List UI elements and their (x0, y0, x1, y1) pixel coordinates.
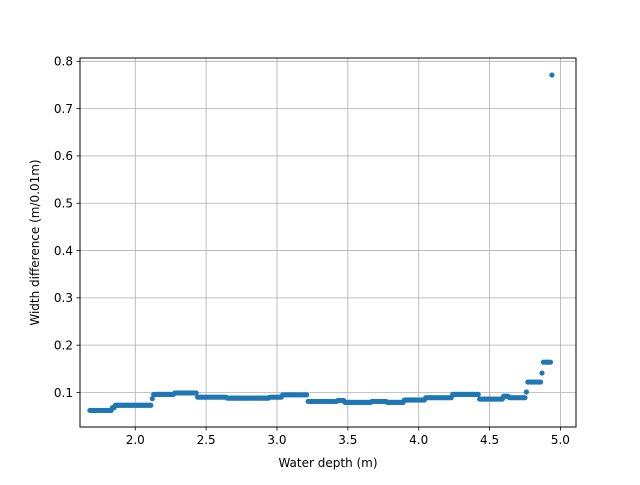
x-tick-label: 4.0 (409, 433, 428, 447)
data-point (148, 402, 154, 408)
data-point (549, 72, 555, 78)
plot-background (80, 58, 576, 427)
data-point (547, 359, 554, 365)
data-point (539, 370, 545, 376)
data-point (522, 395, 528, 401)
y-tick-label: 0.1 (54, 386, 73, 400)
x-tick-label: 2.0 (126, 433, 145, 447)
plot-frame (79, 57, 577, 428)
x-tick-label: 4.5 (480, 433, 499, 447)
data-point (475, 391, 481, 397)
x-axis-ticks: 2.0 2.5 3.0 3.5 4.0 4.5 5.0 (126, 427, 570, 447)
data-point (304, 392, 310, 398)
y-tick-label: 0.2 (54, 338, 73, 352)
data-point (149, 396, 155, 402)
data-points (87, 72, 555, 414)
y-tick-label: 0.3 (54, 291, 73, 305)
data-point (193, 390, 199, 396)
y-axis-label: Width difference (m/0.01m) (28, 159, 42, 325)
x-tick-label: 3.5 (338, 433, 357, 447)
x-tick-label: 2.5 (197, 433, 216, 447)
y-tick-label: 0.6 (54, 149, 73, 163)
y-tick-label: 0.5 (54, 197, 73, 211)
y-tick-label: 0.8 (54, 55, 73, 69)
x-axis-label: Water depth (m) (278, 456, 377, 470)
y-tick-label: 0.4 (54, 244, 73, 258)
y-tick-label: 0.7 (54, 102, 73, 116)
y-axis-ticks: 0.1 0.2 0.3 0.4 0.5 0.6 0.7 0.8 (54, 55, 80, 400)
data-point (537, 379, 544, 385)
x-tick-label: 5.0 (551, 433, 570, 447)
x-tick-label: 3.0 (267, 433, 286, 447)
data-point (523, 389, 530, 395)
